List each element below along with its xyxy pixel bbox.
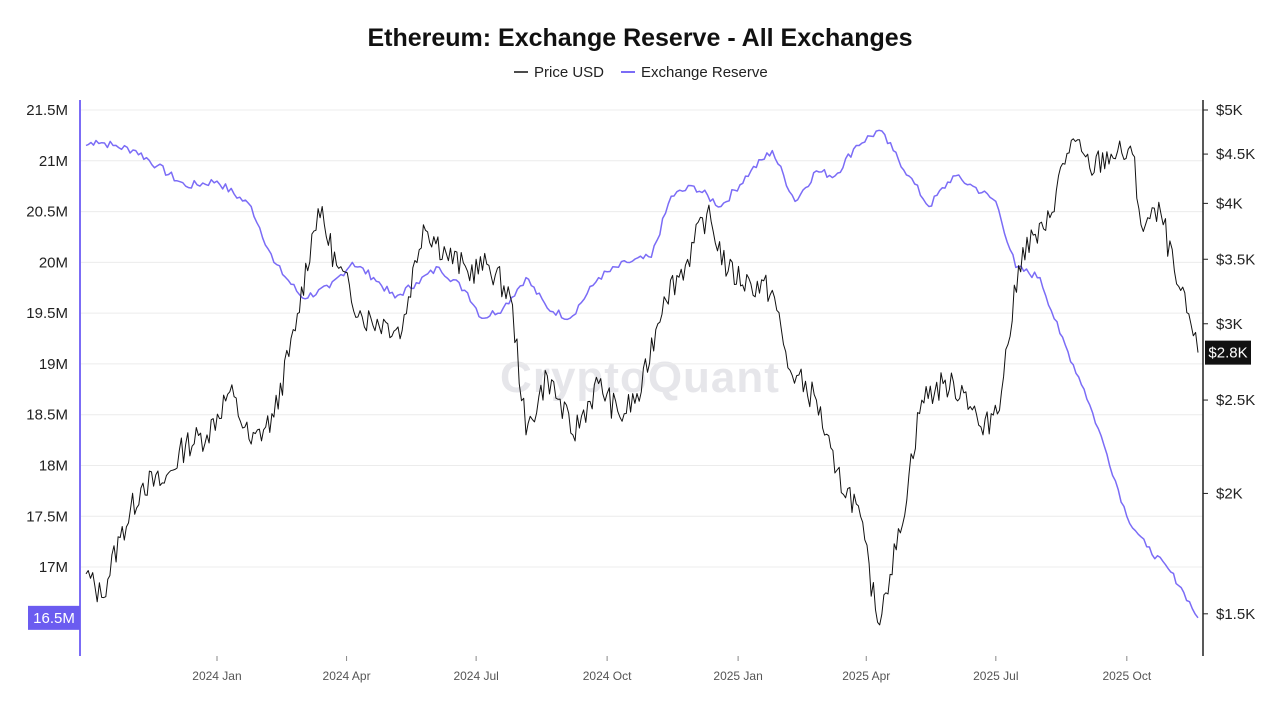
series-line-exchange-reserve <box>85 129 1199 619</box>
x-axis-ticks: 2024 Jan 2024 Apr 2024 Jul 2024 Oct 2025 Jan… <box>192 656 1152 683</box>
left-badge-label: 16.5M <box>33 610 75 627</box>
chart-title: Ethereum: Exchange Reserve - All Exchang… <box>367 24 912 52</box>
x-tick-label: 2024 Jul <box>453 669 498 683</box>
legend-label-reserve: Exchange Reserve <box>641 64 768 81</box>
right-tick-label: $4K <box>1216 195 1243 212</box>
left-tick-label: 18.5M <box>26 407 68 424</box>
left-tick-label: 18M <box>39 457 68 474</box>
left-tick-label: 20.5M <box>26 204 68 221</box>
legend-item-reserve[interactable]: Exchange Reserve <box>621 64 768 81</box>
left-tick-label: 21.5M <box>26 102 68 119</box>
right-tick-label: $2.5K <box>1216 392 1255 409</box>
left-tick-label: 19M <box>39 356 68 373</box>
right-tick-label: $3.5K <box>1216 251 1255 268</box>
left-tick-label: 19.5M <box>26 305 68 322</box>
x-tick-label: 2025 Jul <box>973 669 1018 683</box>
left-axis-ticks: 21.5M 21M 20.5M 20M 19.5M 19M 18.5M 18M 17.5M 17M <box>26 102 68 576</box>
watermark: CryptoQuant <box>500 353 780 402</box>
right-tick-label: $5K <box>1216 102 1243 119</box>
series-line-price-usd <box>85 138 1199 626</box>
right-current-value-badge: $2.8K <box>1205 340 1251 365</box>
gridlines <box>80 109 1203 568</box>
legend-label-price: Price USD <box>534 64 604 81</box>
right-axis-ticks: $5K $4.5K $4K $3.5K $3K $2.5K $2K $1.5K <box>1203 102 1255 623</box>
left-current-value-badge: 16.5M <box>28 605 80 630</box>
right-tick-label: $1.5K <box>1216 606 1255 623</box>
x-tick-label: 2024 Apr <box>323 669 371 683</box>
right-badge-background <box>1205 340 1251 365</box>
left-badge-background <box>28 605 80 630</box>
x-tick-label: 2024 Jan <box>192 669 241 683</box>
right-tick-label: $3K <box>1216 316 1243 333</box>
right-badge-label: $2.8K <box>1208 345 1247 362</box>
left-tick-label: 21M <box>39 153 68 170</box>
x-tick-label: 2025 Apr <box>842 669 890 683</box>
x-tick-label: 2025 Oct <box>1102 669 1151 683</box>
legend-item-price[interactable]: Price USD <box>514 64 604 81</box>
right-tick-label: $2K <box>1216 485 1243 502</box>
x-tick-label: 2024 Oct <box>583 669 632 683</box>
right-tick-label: $4.5K <box>1216 146 1255 163</box>
left-tick-label: 20M <box>39 254 68 271</box>
left-tick-label: 17M <box>39 559 68 576</box>
left-tick-label: 17.5M <box>26 508 68 525</box>
legend[interactable]: Price USD Exchange Reserve <box>514 64 768 81</box>
x-tick-label: 2025 Jan <box>713 669 762 683</box>
